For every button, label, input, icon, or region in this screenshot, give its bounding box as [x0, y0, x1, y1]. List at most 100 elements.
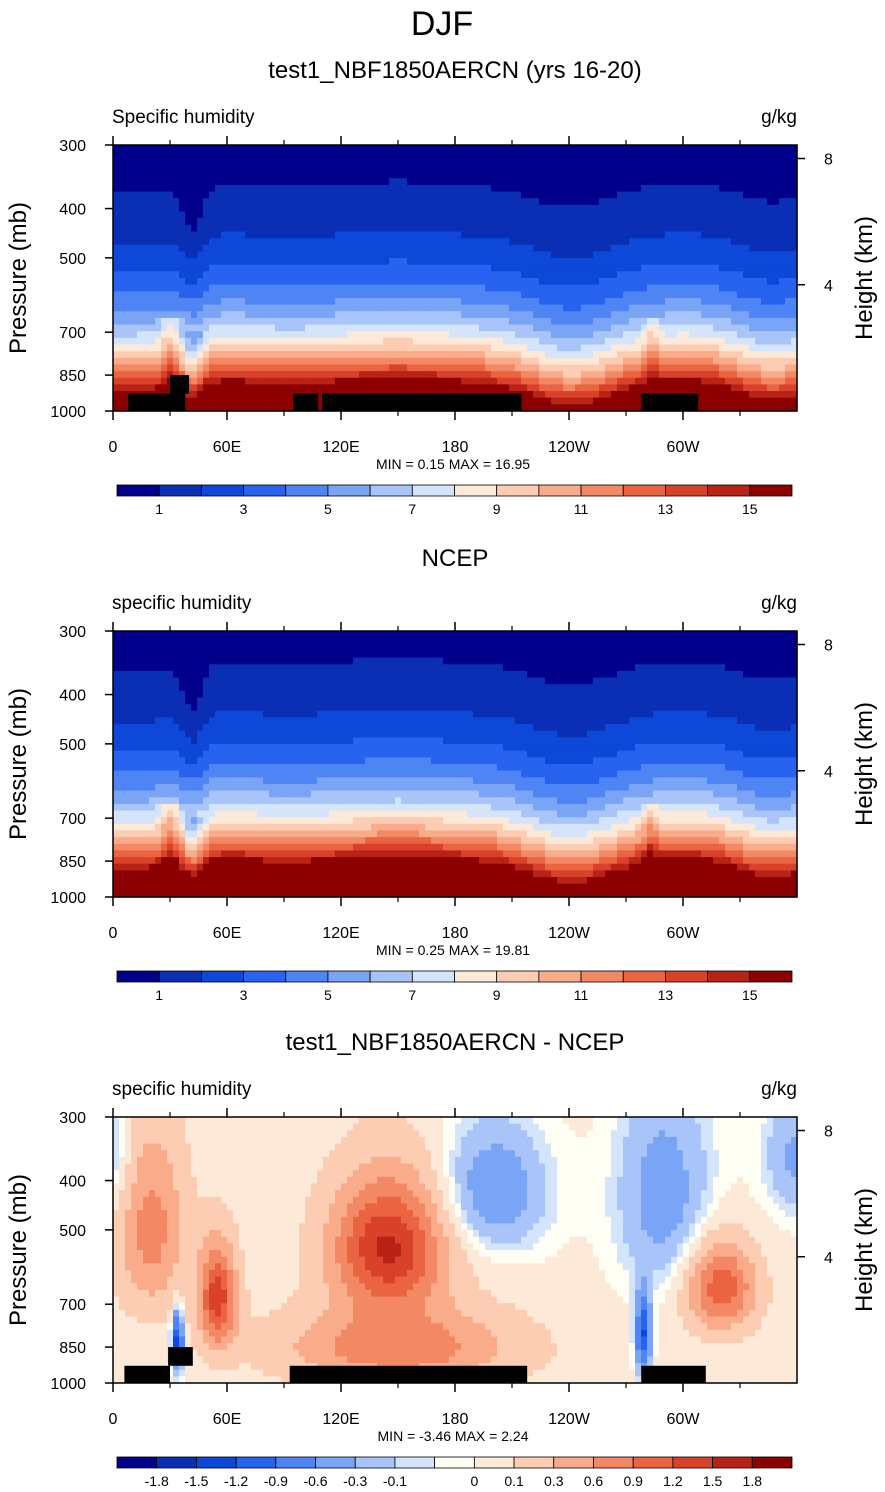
- contour-cell: [425, 178, 432, 186]
- contour-cell: [263, 644, 270, 652]
- contour-cell: [779, 171, 786, 179]
- contour-cell: [131, 238, 138, 246]
- contour-cell: [257, 311, 264, 319]
- contour-cell: [191, 278, 198, 286]
- contour-cell: [335, 278, 342, 286]
- contour-cell: [251, 178, 258, 186]
- contour-cell: [701, 297, 708, 306]
- contour-cell: [395, 204, 402, 213]
- contour-cell: [773, 278, 780, 286]
- contour-cell: [227, 397, 234, 405]
- contour-cell: [113, 371, 120, 379]
- contour-cell: [179, 171, 186, 179]
- contour-cell: [479, 264, 486, 272]
- contour-cell: [779, 264, 786, 272]
- contour-cell: [791, 337, 798, 346]
- contour-cell: [755, 191, 762, 199]
- contour-cell: [263, 251, 270, 259]
- contour-cell: [737, 644, 744, 652]
- contour-cell: [209, 264, 216, 272]
- contour-cell: [623, 631, 630, 639]
- contour-cell: [323, 371, 330, 379]
- contour-cell: [455, 145, 462, 153]
- contour-cell: [773, 178, 780, 186]
- contour-cell: [161, 258, 168, 266]
- contour-cell: [365, 158, 372, 166]
- contour-cell: [629, 311, 636, 319]
- contour-cell: [701, 404, 708, 412]
- colorbar-label: 3: [240, 501, 248, 517]
- contour-cell: [731, 291, 738, 299]
- contour-cell: [173, 311, 180, 319]
- contour-cell: [401, 204, 408, 213]
- contour-cell: [713, 151, 720, 159]
- contour-cell: [785, 637, 792, 645]
- contour-cell: [143, 291, 150, 299]
- contour-cell: [731, 238, 738, 246]
- contour-cell: [779, 284, 786, 292]
- contour-cell: [227, 371, 234, 379]
- contour-cell: [605, 151, 612, 159]
- contour-cell: [779, 371, 786, 379]
- contour-cell: [377, 331, 384, 339]
- contour-cell: [353, 178, 360, 186]
- contour-cell: [341, 198, 348, 206]
- contour-cell: [329, 271, 336, 279]
- contour-cell: [239, 331, 246, 339]
- contour-cell: [659, 284, 666, 292]
- contour-cell: [743, 278, 750, 286]
- contour-cell: [251, 251, 258, 259]
- contour-cell: [251, 244, 258, 252]
- contour-cell: [713, 291, 720, 299]
- contour-cell: [551, 397, 558, 405]
- contour-cell: [521, 351, 528, 359]
- contour-cell: [275, 284, 282, 292]
- contour-cell: [647, 317, 654, 326]
- contour-cell: [695, 357, 702, 366]
- contour-cell: [293, 291, 300, 299]
- contour-cell: [329, 317, 336, 326]
- contour-cell: [515, 278, 522, 286]
- contour-cell: [515, 351, 522, 359]
- contour-cell: [443, 224, 450, 233]
- contour-cell: [119, 178, 126, 186]
- contour-cell: [695, 384, 702, 392]
- contour-cell: [719, 644, 726, 652]
- contour-cell: [275, 344, 282, 352]
- contour-cell: [593, 371, 600, 379]
- contour-cell: [281, 631, 288, 639]
- contour-cell: [407, 317, 414, 326]
- contour-cell: [599, 164, 606, 173]
- contour-cell: [647, 238, 654, 246]
- contour-cell: [737, 224, 744, 233]
- contour-cell: [659, 204, 666, 213]
- contour-cell: [137, 204, 144, 213]
- contour-cell: [359, 278, 366, 286]
- contour-cell: [233, 311, 240, 319]
- contour-cell: [557, 391, 564, 399]
- contour-cell: [593, 231, 600, 239]
- contour-cell: [647, 218, 654, 226]
- contour-cell: [161, 244, 168, 252]
- contour-cell: [479, 158, 486, 166]
- contour-cell: [677, 224, 684, 233]
- contour-cell: [761, 278, 768, 286]
- contour-cell: [215, 191, 222, 199]
- contour-cell: [323, 631, 330, 639]
- contour-cell: [563, 178, 570, 186]
- contour-cell: [395, 218, 402, 226]
- contour-cell: [647, 158, 654, 166]
- contour-cell: [401, 238, 408, 246]
- contour-cell: [575, 164, 582, 173]
- contour-cell: [563, 244, 570, 252]
- contour-cell: [479, 171, 486, 179]
- contour-cell: [719, 198, 726, 206]
- contour-cell: [689, 145, 696, 153]
- contour-cell: [125, 317, 132, 326]
- contour-cell: [695, 198, 702, 206]
- contour-cell: [161, 297, 168, 306]
- contour-cell: [257, 404, 264, 412]
- contour-cell: [587, 224, 594, 233]
- contour-cell: [689, 164, 696, 173]
- contour-cell: [743, 351, 750, 359]
